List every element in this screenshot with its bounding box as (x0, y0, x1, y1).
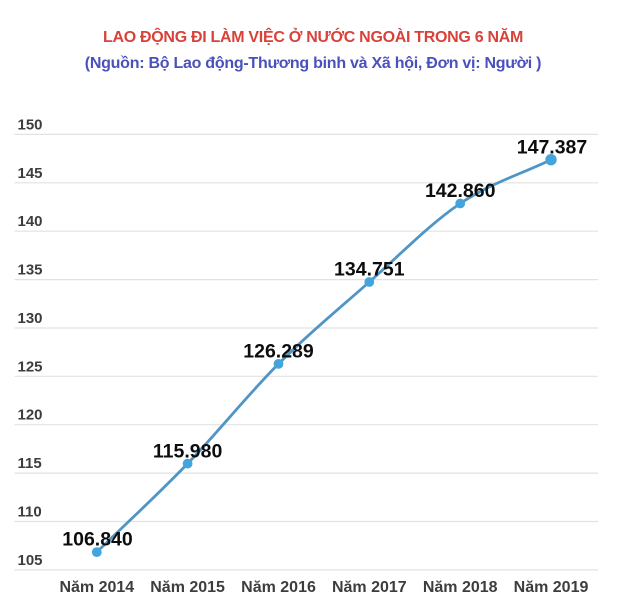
svg-text:125: 125 (18, 358, 43, 375)
svg-text:134.751: 134.751 (334, 259, 405, 281)
svg-text:147.387: 147.387 (517, 136, 588, 158)
svg-text:110: 110 (18, 504, 42, 521)
svg-text:Năm 2019: Năm 2019 (514, 579, 589, 596)
svg-text:(Nguồn: Bộ Lao động-Thương bin: (Nguồn: Bộ Lao động-Thương binh và Xã hộ… (85, 55, 541, 72)
svg-text:Năm 2016: Năm 2016 (241, 579, 316, 596)
svg-text:126.289: 126.289 (243, 341, 314, 363)
svg-text:120: 120 (18, 407, 43, 424)
svg-text:145: 145 (18, 165, 43, 182)
svg-text:135: 135 (18, 262, 43, 279)
svg-text:115: 115 (18, 455, 42, 472)
svg-text:Năm 2017: Năm 2017 (332, 579, 407, 596)
svg-text:140: 140 (18, 213, 43, 230)
svg-text:142.860: 142.860 (425, 180, 496, 202)
svg-text:115.980: 115.980 (153, 440, 223, 462)
svg-text:150: 150 (18, 116, 43, 133)
svg-text:106.840: 106.840 (62, 529, 133, 551)
svg-text:LAO ĐỘNG ĐI LÀM VIỆC Ở NƯỚC NG: LAO ĐỘNG ĐI LÀM VIỆC Ở NƯỚC NGOÀI TRONG … (103, 27, 523, 46)
svg-text:130: 130 (18, 310, 43, 327)
svg-text:105: 105 (18, 552, 43, 569)
svg-text:Năm 2018: Năm 2018 (423, 579, 498, 596)
svg-text:Năm 2015: Năm 2015 (150, 579, 225, 596)
svg-text:Năm 2014: Năm 2014 (59, 579, 134, 596)
